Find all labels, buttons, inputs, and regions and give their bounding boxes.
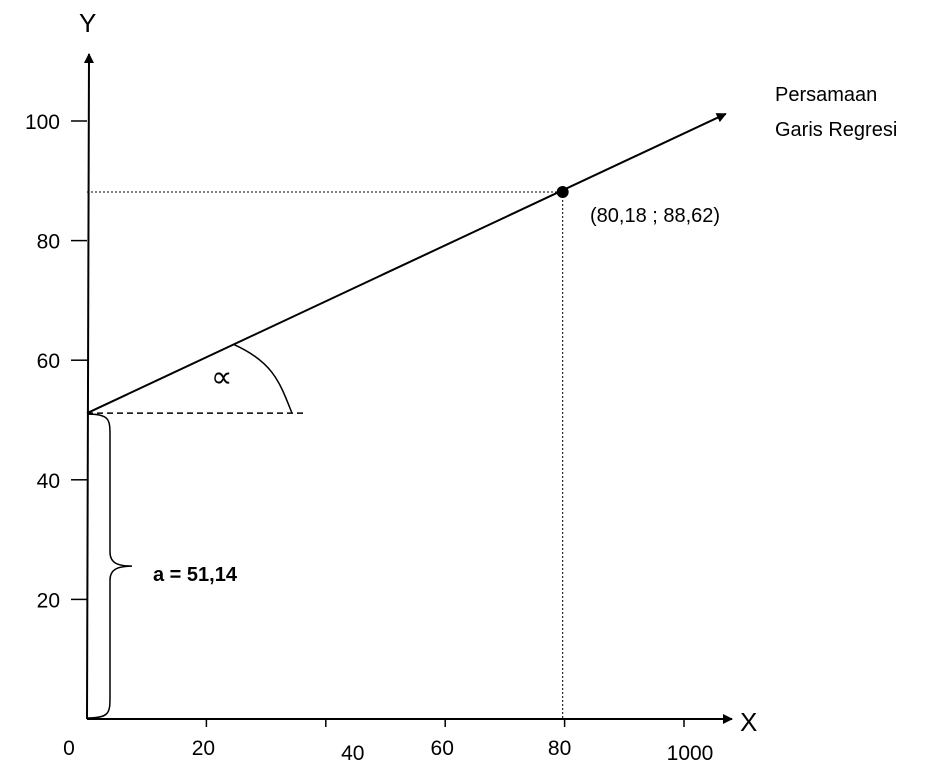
- y-tick-label: 100: [25, 111, 60, 134]
- regression-line-label-line2: Garis Regresi: [775, 119, 897, 141]
- regression-line: [86, 112, 727, 415]
- x-tick-label: 20: [192, 737, 215, 760]
- angle-symbol: ∝: [211, 361, 232, 394]
- regression-line-label: Persamaan Garis Regresi: [775, 84, 897, 141]
- intercept-label: a = 51,14: [153, 564, 238, 586]
- x-axis-label: X: [740, 707, 757, 737]
- y-axis: [83, 53, 94, 720]
- x-tick-label: 80: [548, 737, 571, 760]
- x-tick-label: 60: [431, 737, 454, 760]
- axis-ticks: 0 20 40 60 80 1000 20 40 60 80 100: [25, 111, 713, 765]
- y-tick-label: 20: [37, 589, 60, 612]
- y-axis-label: Y: [79, 8, 96, 38]
- highlight-point: [556, 186, 569, 199]
- highlight-point-label: (80,18 ; 88,62): [590, 205, 720, 227]
- angle-arc: [233, 343, 293, 414]
- y-tick-label: 60: [37, 350, 60, 373]
- intercept-brace: [87, 413, 133, 719]
- x-tick-label: 40: [341, 742, 364, 765]
- x-tick-label: 1000: [667, 742, 714, 765]
- y-tick-label: 40: [37, 470, 60, 493]
- y-tick-label: 80: [37, 231, 60, 254]
- x-tick-label: 0: [63, 737, 75, 760]
- regression-line-label-line1: Persamaan: [775, 84, 877, 106]
